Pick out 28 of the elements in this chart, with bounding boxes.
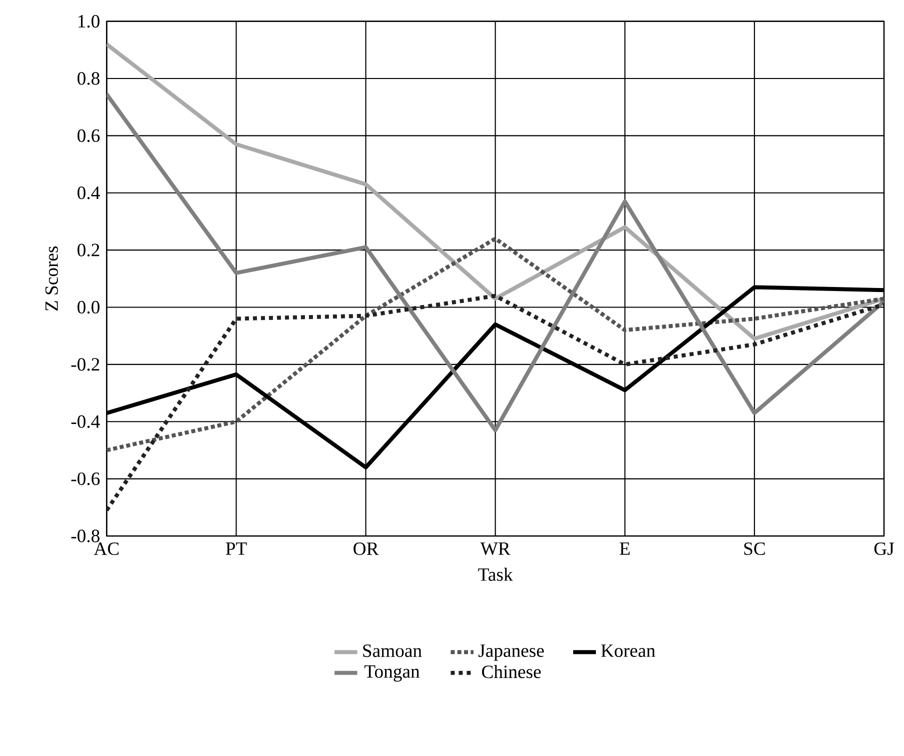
legend-label: Tongan (364, 665, 420, 682)
y-tick-label: 0.4 (78, 186, 100, 200)
y-tick-label: 1.0 (78, 14, 100, 28)
legend-label: Samoan (363, 644, 422, 658)
line-series (106, 42, 884, 341)
y-tick-label: -0.4 (71, 415, 100, 428)
legend-label: Japanese (478, 644, 544, 661)
y-tick-label: -0.8 (71, 530, 100, 542)
legend-label: Chinese (482, 664, 541, 678)
x-tick-label: WR (480, 542, 510, 555)
legend-label: Korean (601, 644, 656, 657)
y-tick-label: 0.8 (78, 72, 100, 85)
x-tick-label: SC (744, 542, 765, 556)
line-series (106, 92, 884, 432)
line-series (106, 294, 884, 512)
x-tick-label: PT (226, 542, 247, 555)
x-axis-title: Task (478, 568, 513, 581)
y-tick-label: 0.2 (78, 244, 100, 256)
y-tick-label: 0.6 (78, 129, 100, 142)
x-tick-label: OR (354, 542, 379, 556)
x-tick-label: GJ (874, 542, 894, 556)
line-series (106, 236, 884, 452)
x-tick-label: AC (94, 542, 119, 556)
y-tick-label: -0.2 (71, 358, 100, 371)
x-tick-label: E (620, 542, 630, 555)
y-tick-label: 0.0 (78, 300, 100, 314)
y-tick-label: -0.6 (71, 472, 100, 486)
y-axis-title: Z Scores (45, 246, 58, 311)
